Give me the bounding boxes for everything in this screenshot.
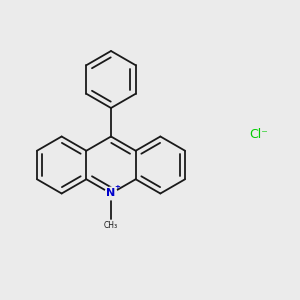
Circle shape xyxy=(105,187,117,200)
Text: CH₃: CH₃ xyxy=(104,220,118,230)
Text: N: N xyxy=(106,188,116,199)
Text: +: + xyxy=(114,184,120,190)
Text: Cl⁻: Cl⁻ xyxy=(249,128,268,142)
